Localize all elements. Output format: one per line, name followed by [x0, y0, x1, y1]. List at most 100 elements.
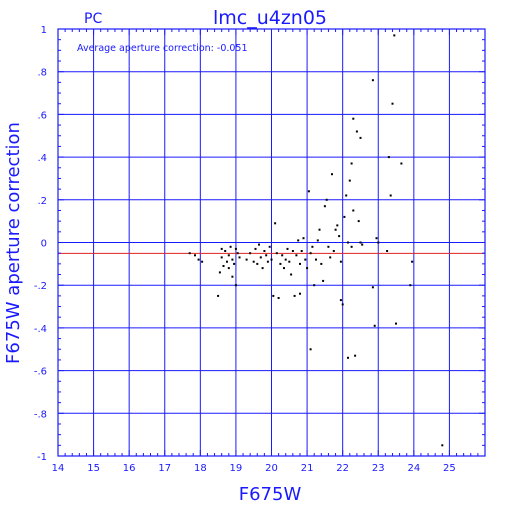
data-point: [266, 260, 269, 263]
data-point: [218, 271, 221, 274]
data-point: [320, 262, 323, 265]
x-tick-label: 25: [443, 463, 456, 474]
data-point: [290, 273, 293, 276]
data-point: [343, 215, 346, 218]
data-point: [259, 256, 262, 259]
data-point: [411, 260, 414, 263]
data-point: [350, 245, 353, 248]
data-point: [222, 265, 225, 267]
data-point: [304, 258, 307, 261]
x-tick-label: 15: [87, 463, 100, 474]
data-point: [188, 252, 191, 255]
data-point: [220, 247, 223, 250]
data-point: [268, 245, 271, 248]
data-point: [201, 260, 204, 263]
data-point: [299, 262, 301, 265]
data-point: [231, 258, 234, 261]
data-point: [258, 243, 260, 246]
data-point: [350, 162, 353, 165]
data-point: [252, 260, 255, 263]
data-point: [375, 237, 378, 240]
x-tick-label: 20: [265, 463, 278, 474]
x-tick-label: 14: [52, 463, 65, 474]
data-point: [316, 239, 319, 242]
data-point: [318, 228, 321, 231]
data-point: [254, 247, 257, 250]
y-tick-label: .4: [37, 153, 47, 164]
data-point: [229, 245, 232, 248]
data-point: [359, 241, 362, 244]
data-point: [331, 173, 333, 176]
data-point: [393, 34, 396, 37]
data-point: [309, 348, 312, 351]
data-point: [313, 284, 316, 287]
axis-ticks: [57, 28, 486, 457]
data-point: [197, 258, 200, 261]
data-point: [297, 239, 300, 242]
data-point: [322, 279, 325, 282]
data-point: [389, 194, 392, 197]
data-point: [387, 156, 390, 159]
data-point: [377, 241, 380, 244]
data-point: [354, 354, 357, 357]
data-point: [373, 324, 376, 327]
data-point: [339, 299, 342, 302]
data-point: [249, 252, 252, 255]
average-annotation: Average aperture correction: -0.051: [77, 43, 248, 54]
data-point: [227, 267, 230, 270]
data-point: [315, 258, 317, 261]
data-point: [325, 198, 328, 201]
data-point: [220, 256, 223, 259]
data-point: [299, 292, 301, 295]
data-point: [347, 356, 349, 359]
x-tick-label: 18: [194, 463, 207, 474]
reference-lines: [58, 242, 485, 254]
data-point: [281, 254, 284, 257]
data-point: [345, 194, 348, 197]
data-point: [234, 284, 237, 287]
data-point: [293, 294, 296, 297]
data-points: [188, 34, 444, 447]
data-point: [238, 256, 241, 259]
data-point: [272, 294, 275, 297]
data-point: [357, 220, 360, 223]
data-point: [277, 297, 280, 299]
data-point: [226, 260, 228, 263]
data-point: [355, 130, 358, 133]
data-point: [371, 79, 374, 82]
y-axis-label: F675W aperture correction: [3, 122, 24, 364]
data-point: [409, 284, 412, 287]
data-point: [323, 205, 326, 208]
y-tick-label: .6: [37, 110, 47, 121]
data-point: [371, 286, 374, 289]
data-point: [306, 267, 309, 270]
data-point: [291, 250, 294, 252]
data-point: [341, 303, 344, 306]
data-point: [395, 322, 397, 325]
data-point: [348, 179, 351, 182]
tick-labels: 14 15 16 17 18 19 20 21 22 23 24 25 -1 -.8 -.6 -.4 -.2 0.…: [34, 25, 456, 474]
data-point: [361, 243, 364, 246]
data-point: [311, 245, 314, 248]
data-point: [300, 250, 303, 252]
data-point: [334, 228, 337, 231]
data-point: [352, 209, 355, 212]
data-point: [359, 136, 362, 139]
data-point: [336, 224, 339, 227]
data-point: [309, 252, 312, 255]
data-point: [352, 117, 355, 120]
data-point: [270, 258, 273, 261]
data-point: [441, 444, 444, 447]
data-point: [236, 252, 239, 255]
data-point: [261, 267, 264, 270]
data-point: [391, 102, 394, 105]
y-tick-label: -.8: [34, 409, 47, 420]
data-point: [302, 237, 305, 240]
y-tick-label: -.6: [34, 367, 47, 378]
x-tick-label: 21: [301, 463, 314, 474]
data-point: [284, 258, 287, 261]
corner-label: PC: [84, 11, 102, 27]
data-point: [227, 254, 230, 257]
data-point: [274, 222, 277, 225]
